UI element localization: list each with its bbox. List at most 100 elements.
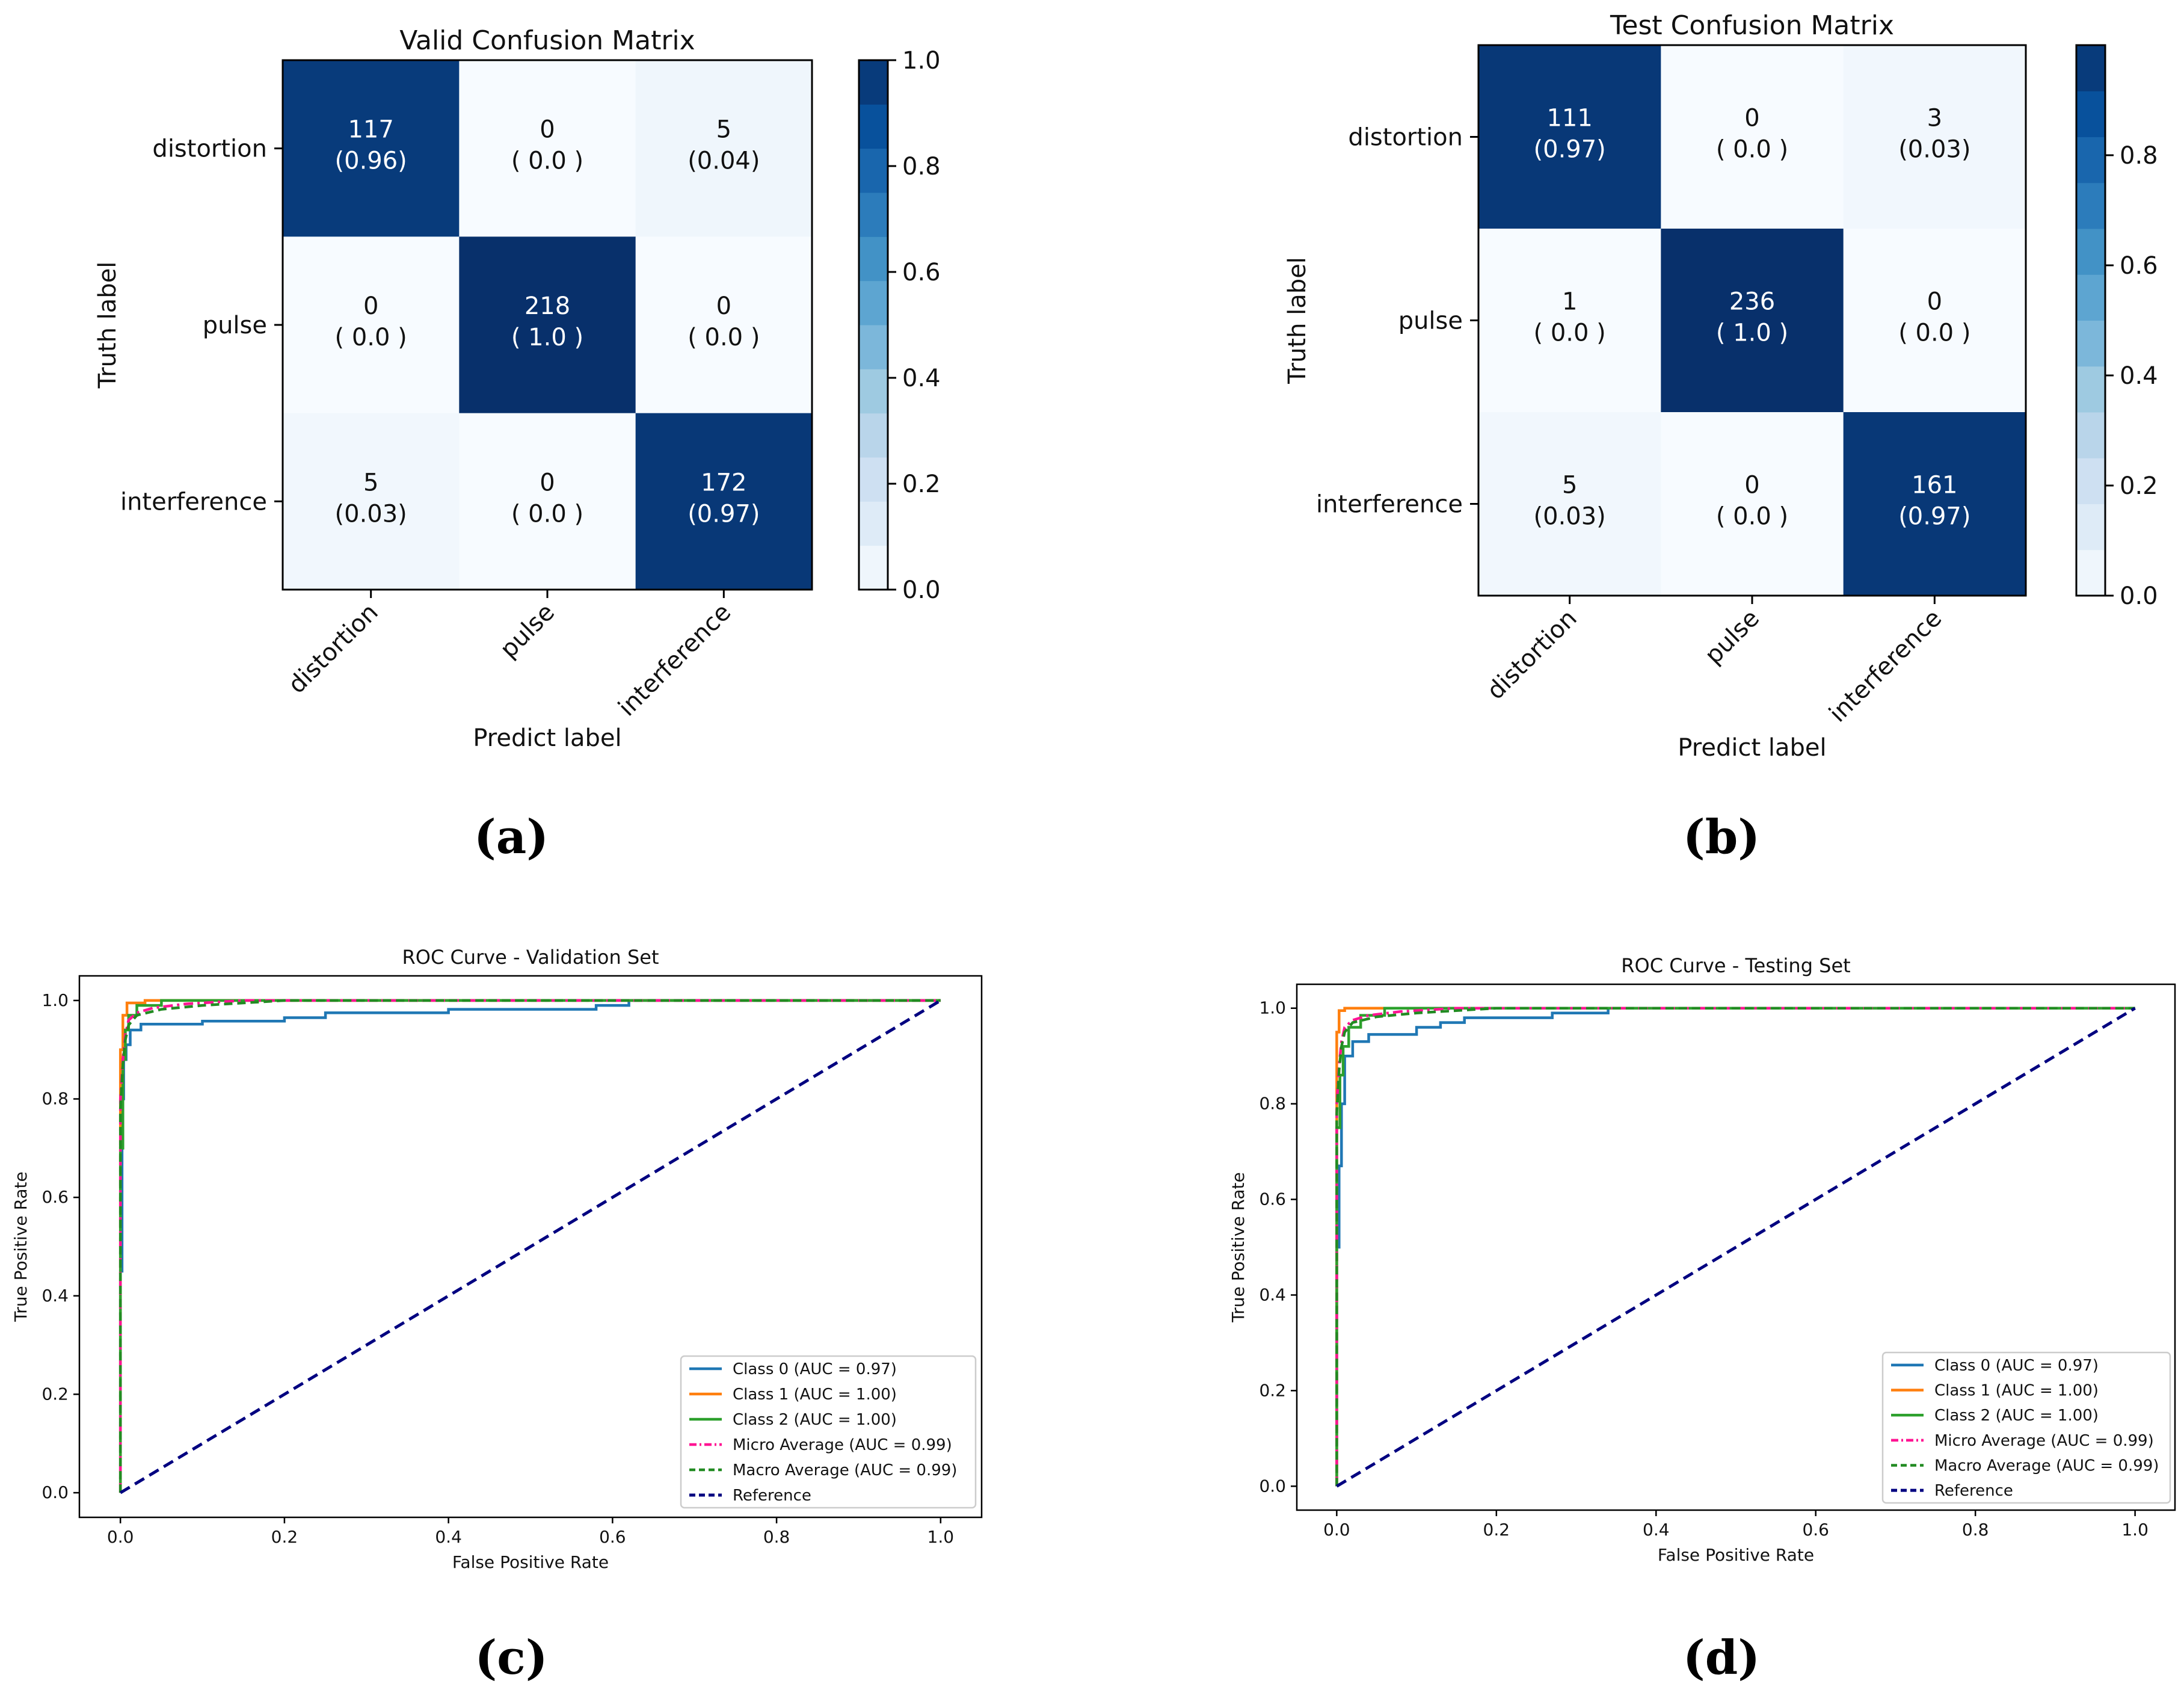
colorbar-segment	[2076, 91, 2105, 137]
colorbar-tick-label: 0.2	[902, 470, 941, 498]
roc-series-line-4	[1335, 1007, 2135, 1487]
y-axis-label: Truth label	[94, 262, 122, 389]
roc-series-line-1	[118, 999, 941, 1493]
cell-count-label: 218	[524, 292, 570, 320]
cell-count-label: 0	[1744, 105, 1759, 132]
colorbar-segment	[2076, 549, 2105, 596]
x-axis-label: False Positive Rate	[452, 1552, 609, 1572]
colorbar-tick-label: 1.0	[902, 47, 941, 75]
colorbar-segment	[2076, 182, 2105, 229]
colorbar-segment	[859, 236, 888, 282]
colorbar-segment	[859, 545, 888, 590]
legend-box	[1881, 1351, 2171, 1504]
colorbar-segment	[859, 148, 888, 193]
cell-count-label: 161	[1912, 472, 1957, 499]
colorbar-segment	[2076, 45, 2105, 91]
x-axis-label: False Positive Rate	[1658, 1545, 1814, 1565]
cell-count-label: 5	[1562, 472, 1577, 499]
heatmap-cell	[1843, 45, 2026, 229]
colorbar-segment	[859, 193, 888, 237]
legend-entry: Micro Average (AUC = 0.99)	[733, 1436, 952, 1454]
roc-series-line-0	[1335, 1007, 2135, 1487]
heatmap-cell	[1478, 45, 1661, 229]
y-tick-label: 0.2	[1259, 1380, 1286, 1400]
x-tick-label: 1.0	[927, 1527, 955, 1547]
legend-entry: Class 1 (AUC = 1.00)	[733, 1386, 897, 1404]
cell-count-label: 172	[701, 469, 746, 496]
heatmap-cell	[635, 413, 813, 590]
heatmap-cell	[459, 413, 636, 590]
cell-fraction-label: ( 0.0 )	[1716, 136, 1788, 164]
colorbar-segment	[859, 369, 888, 414]
cell-fraction-label: ( 0.0 )	[687, 324, 760, 351]
legend-entry: Macro Average (AUC = 0.99)	[733, 1461, 957, 1479]
colorbar-segment	[859, 501, 888, 546]
legend-entry: Reference	[1934, 1482, 2013, 1500]
x-tick-label: 0.6	[1802, 1520, 1829, 1540]
heatmap-cell	[459, 236, 636, 414]
y-tick-label: 0.0	[42, 1482, 69, 1502]
y-tick-label: 0.2	[42, 1384, 69, 1404]
panel-label-c: (c)	[475, 1630, 547, 1684]
colorbar-segment	[2076, 412, 2105, 458]
heatmap-cell	[283, 60, 460, 237]
colorbar-segment	[2076, 366, 2105, 413]
panel-c: ROC Curve - Validation Set 0.0 0.2 0.4 0.6 0.…	[11, 946, 983, 1572]
legend-box	[680, 1355, 977, 1509]
cell-fraction-label: (0.97)	[687, 500, 760, 528]
legend-entry: Micro Average (AUC = 0.99)	[1934, 1432, 2154, 1450]
cell-fraction-label: ( 0.0 )	[1716, 503, 1788, 531]
colorbar-segment	[2076, 137, 2105, 184]
y-tick-label: 0.6	[42, 1187, 69, 1207]
colorbar-segment	[859, 104, 888, 149]
heatmap-cell	[1661, 45, 1844, 229]
x-tick-label: 0.0	[107, 1527, 134, 1547]
x-tick-label: 0.8	[763, 1527, 790, 1547]
chart-title: ROC Curve - Validation Set	[402, 946, 659, 969]
roc-series-line-5	[1336, 1007, 2136, 1488]
cell-count-label: 5	[716, 116, 731, 144]
colorbar-segment	[2076, 504, 2105, 551]
heatmap-cell	[459, 60, 636, 237]
y-tick-label: 0.0	[1259, 1476, 1286, 1496]
heatmap-cell	[1661, 412, 1844, 596]
cell-fraction-label: ( 0.0 )	[511, 147, 583, 175]
colorbar-segment	[859, 413, 888, 458]
x-tick-label: 1.0	[2121, 1520, 2149, 1540]
colorbar-frame	[2075, 44, 2106, 597]
x-tick-label: 0.4	[435, 1527, 462, 1547]
cell-fraction-label: ( 0.0 )	[1534, 319, 1606, 347]
colorbar-segment	[859, 457, 888, 502]
y-axis-label: True Positive Rate	[1228, 1172, 1248, 1322]
colorbar-segment	[2076, 458, 2105, 504]
cell-fraction-label: (0.03)	[1534, 503, 1606, 531]
cell-count-label: 0	[716, 292, 731, 320]
colorbar-tick-label: 0.8	[902, 153, 941, 180]
heatmap-cell	[1478, 412, 1661, 596]
x-axis-label: Predict label	[473, 724, 621, 752]
panel-label-d: (d)	[1683, 1630, 1760, 1684]
cell-count-label: 3	[1927, 105, 1942, 132]
colorbar-frame	[858, 59, 889, 591]
roc-series-line-5	[119, 999, 942, 1494]
y-tick-label: distortion	[1348, 124, 1463, 152]
roc-series-line-3	[1335, 1007, 2135, 1487]
x-tick-label: 0.6	[599, 1527, 626, 1547]
cell-fraction-label: ( 0.0 )	[1898, 319, 1970, 347]
plot-frame	[1296, 983, 2176, 1511]
plot-frame	[78, 975, 983, 1519]
y-tick-label: 0.6	[1259, 1189, 1286, 1209]
y-tick-label: 0.4	[1259, 1285, 1286, 1304]
y-tick-label: 1.0	[42, 990, 69, 1010]
y-tick-label: 1.0	[1259, 998, 1286, 1018]
legend-entry: Class 0 (AUC = 0.97)	[1934, 1357, 2099, 1375]
y-axis-label: True Positive Rate	[11, 1171, 31, 1322]
colorbar-segment	[2076, 229, 2105, 275]
cell-fraction-label: (0.03)	[335, 500, 407, 528]
legend-entry: Macro Average (AUC = 0.99)	[1934, 1457, 2159, 1475]
colorbar-tick-label: 0.0	[902, 576, 941, 604]
heatmap-cell	[635, 60, 813, 237]
roc-series-line-2	[1335, 1007, 2135, 1487]
cell-fraction-label: ( 1.0 )	[511, 324, 583, 351]
